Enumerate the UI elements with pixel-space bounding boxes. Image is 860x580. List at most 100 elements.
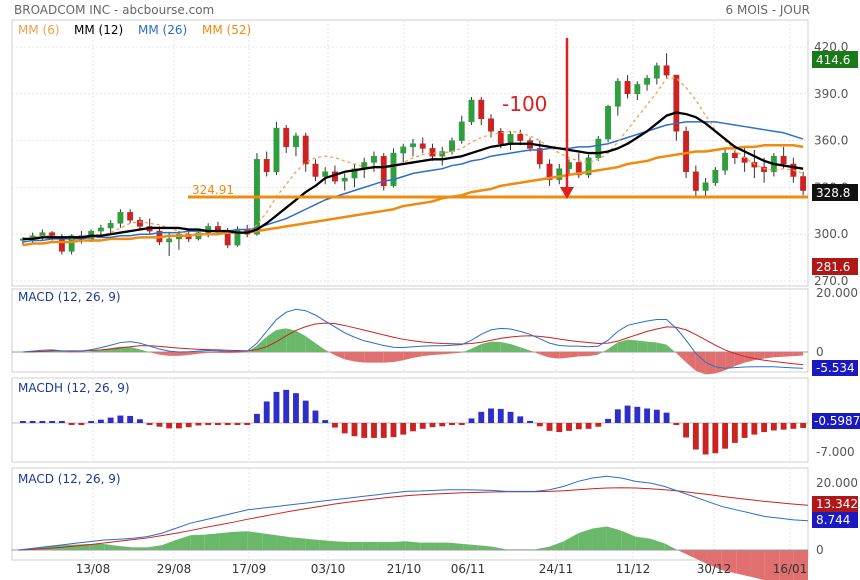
macdh-panel: MACDH (12, 26, 9) -7.000 -0.5987 xyxy=(12,381,860,459)
macdh-bar xyxy=(273,391,280,423)
candle-body xyxy=(507,134,514,144)
macd-long-area xyxy=(147,545,162,550)
mm52-line xyxy=(22,144,804,247)
last-price-badge: 414.6 xyxy=(816,53,850,67)
macdh-bar xyxy=(683,423,690,438)
support-price-badge-bg xyxy=(812,184,858,201)
candlesticks xyxy=(19,53,807,257)
macd-hist-area xyxy=(344,352,355,362)
macd-long-area xyxy=(678,550,694,558)
macd-hist-area xyxy=(764,352,774,359)
price-tick-label: 420.0 xyxy=(814,40,848,54)
macdh-bar xyxy=(770,423,777,431)
macd-long-area xyxy=(578,528,593,550)
macd-hist-area xyxy=(354,352,365,363)
macd-long-signal-line xyxy=(17,487,809,551)
macd-hist-area xyxy=(481,341,492,352)
macd-long-area xyxy=(319,539,334,550)
macdh-bar xyxy=(195,423,202,426)
macd-hist-area xyxy=(549,352,560,359)
candle-body xyxy=(478,99,485,120)
candle-body xyxy=(702,182,709,191)
macd-panel: MACD (12, 26, 9) 20.000 0 -5.534 xyxy=(12,286,858,376)
candle-body xyxy=(546,163,553,180)
macd-long-area xyxy=(219,531,234,550)
macd-long-area xyxy=(693,550,708,565)
date-tick-label: 06/11 xyxy=(451,562,486,576)
macdh-bar xyxy=(58,421,65,423)
macd-hist-area xyxy=(325,349,335,356)
macd-hist-area xyxy=(452,352,462,354)
macdh-bar xyxy=(429,423,436,428)
macdh-bar xyxy=(215,423,221,425)
macd-hist-area xyxy=(705,352,716,375)
macdh-bar xyxy=(351,423,358,437)
candle-body xyxy=(497,130,504,144)
candle-body xyxy=(400,146,407,154)
macd-long-area xyxy=(247,531,263,550)
macdh-bar xyxy=(663,412,670,423)
candle-body xyxy=(458,121,465,141)
candle-body xyxy=(624,81,631,95)
macd-hist-area xyxy=(530,350,540,355)
macd-hist-area xyxy=(393,352,404,363)
macd-hist-area xyxy=(666,344,677,354)
macdh-bar xyxy=(614,409,621,423)
macd-hist-area xyxy=(188,352,199,355)
macd-hist-area xyxy=(588,352,599,357)
candle-body xyxy=(419,143,426,149)
grid-lines xyxy=(12,20,808,560)
macdh-bar xyxy=(156,423,163,427)
low-price-badge-bg xyxy=(812,258,858,275)
macdh-bar xyxy=(283,389,290,423)
date-tick-label: 11/12 xyxy=(616,562,651,576)
macd-long-area xyxy=(434,542,449,550)
macd-hist-area xyxy=(139,349,150,353)
candle-body xyxy=(488,118,494,132)
macdh-bar xyxy=(312,410,319,423)
macd-long-area xyxy=(563,533,579,550)
macd-hist-area xyxy=(617,339,628,352)
macd-hist-area xyxy=(793,352,804,357)
date-tick-label: 03/10 xyxy=(311,562,346,576)
macd-hist-area xyxy=(364,352,374,363)
macd-long-area xyxy=(161,539,176,550)
macd-line xyxy=(22,308,804,369)
candle-body xyxy=(536,148,543,165)
macdh-bar xyxy=(263,401,270,423)
macd-hist-area xyxy=(149,352,160,355)
candle-body xyxy=(585,157,592,176)
macdh-bar xyxy=(341,423,348,434)
macd-long-area xyxy=(190,534,205,550)
support-line-group: 324.91 -100 xyxy=(188,38,808,199)
macd-hist-area xyxy=(208,352,218,353)
candle-body xyxy=(117,212,124,224)
candle-body xyxy=(136,219,143,227)
macd-long-area xyxy=(290,537,306,550)
macd-hist-area xyxy=(754,352,765,361)
macdh-bar xyxy=(800,423,807,428)
macdh-bar xyxy=(332,423,338,428)
macd-tick-label: 0 xyxy=(816,345,824,359)
candle-body xyxy=(351,168,358,179)
macdh-bar xyxy=(595,423,602,427)
macd-hist-area xyxy=(247,345,257,353)
macd-long-area xyxy=(606,526,622,550)
macd-long-area xyxy=(707,550,722,571)
drop-annotation: -100 xyxy=(502,92,547,116)
macdh-bar xyxy=(566,423,572,431)
macd-hist-area xyxy=(237,352,248,353)
macd-long-signal-badge-bg xyxy=(812,496,858,512)
candle-body xyxy=(371,155,377,163)
macd-hist-area xyxy=(198,352,209,354)
macdh-bar xyxy=(634,406,641,423)
macd-long-macd-badge-bg xyxy=(812,512,858,528)
macdh-bar xyxy=(166,423,173,429)
candle-body xyxy=(575,162,582,176)
macd-hist-area xyxy=(422,352,433,357)
macdh-tick-label: -7.000 xyxy=(816,445,855,459)
macd-long-area xyxy=(262,533,277,550)
macd-hist-area xyxy=(373,352,384,363)
date-axis: 13/08 29/08 17/09 03/10 21/10 06/11 24/11 11/12… xyxy=(76,562,808,576)
